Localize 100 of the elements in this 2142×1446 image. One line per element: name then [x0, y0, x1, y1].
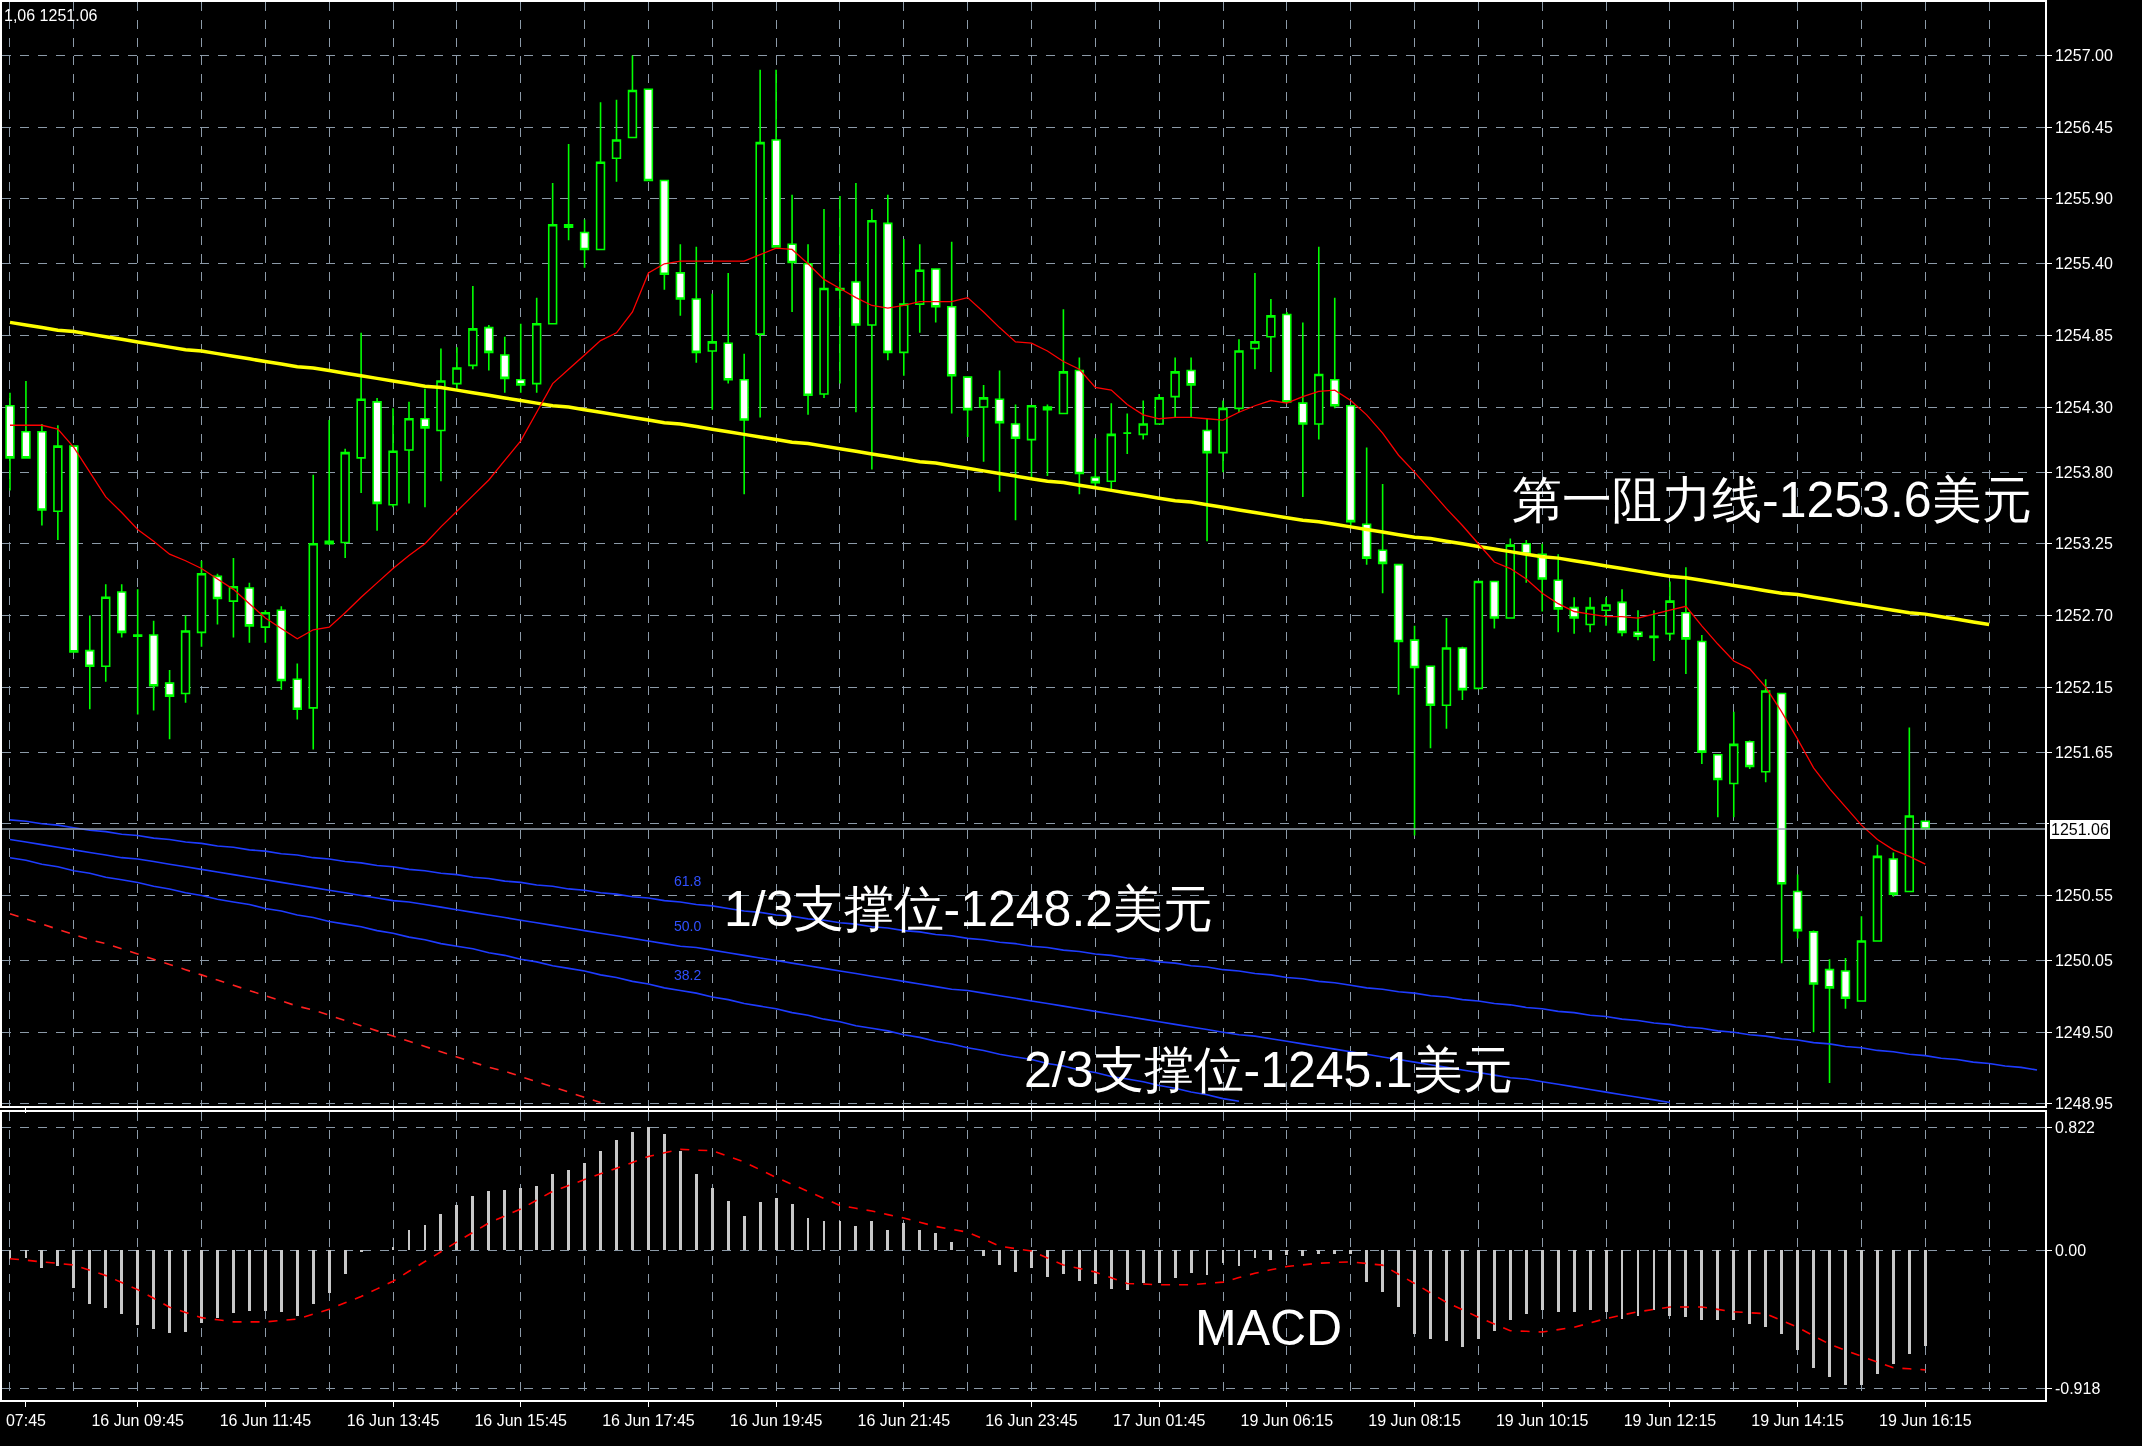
bar — [1062, 1250, 1065, 1275]
bar — [1908, 1250, 1911, 1355]
candlestick — [1010, 403, 1021, 522]
candlestick — [1473, 580, 1484, 690]
line-series — [9, 838, 1671, 1104]
bar — [1030, 1250, 1033, 1269]
bar — [9, 1250, 11, 1260]
candlestick — [1649, 609, 1659, 662]
candlestick — [1457, 645, 1468, 701]
bar — [1525, 1250, 1528, 1315]
candlestick — [1377, 483, 1388, 595]
ref-line-label: 1251.06 — [2051, 821, 2109, 838]
bar — [1397, 1250, 1400, 1308]
bar — [1110, 1250, 1113, 1290]
candlestick — [1425, 665, 1436, 750]
bar — [1668, 1250, 1671, 1317]
candlestick — [404, 401, 414, 505]
candlestick — [1106, 402, 1116, 492]
candlestick — [1569, 596, 1579, 635]
candlestick — [531, 296, 542, 394]
line-series — [9, 1148, 1927, 1371]
y-tick-label: 1252.15 — [2054, 678, 2113, 696]
bar — [1605, 1250, 1608, 1313]
bar — [296, 1250, 299, 1317]
x-tick-label: 16 Jun 11:45 — [219, 1411, 312, 1429]
x-tick-label: 16 Jun 13:45 — [346, 1411, 440, 1429]
bar — [1812, 1250, 1815, 1369]
candlestick — [117, 583, 127, 639]
candlestick — [21, 380, 31, 459]
candlestick — [1856, 915, 1867, 1002]
bar — [934, 1233, 937, 1251]
bar — [1876, 1250, 1879, 1375]
candlestick — [627, 54, 638, 139]
bar — [647, 1127, 650, 1251]
bar — [599, 1151, 602, 1251]
bar — [1828, 1250, 1831, 1378]
bar — [982, 1250, 985, 1257]
bar — [72, 1250, 75, 1289]
candlestick — [196, 559, 207, 648]
bar — [1557, 1250, 1560, 1313]
candlestick — [1585, 596, 1595, 634]
y-tick-label: 1254.30 — [2054, 398, 2113, 416]
annotation: 1,06 1251.06 — [4, 7, 98, 24]
x-tick-label: 16 Jun 09:45 — [91, 1411, 185, 1429]
bar — [631, 1132, 634, 1251]
bar — [1860, 1250, 1863, 1386]
candlestick — [1314, 246, 1324, 441]
y-tick-label: 1257.00 — [2054, 47, 2113, 64]
bar — [1844, 1250, 1847, 1386]
candlestick — [5, 391, 15, 492]
bar — [25, 1250, 27, 1259]
candlestick — [132, 588, 143, 716]
x-tick-label: 19 Jun 12:15 — [1623, 1411, 1717, 1429]
candlestick — [1042, 403, 1053, 477]
candlestick — [356, 332, 366, 494]
bar — [360, 1250, 363, 1253]
bar — [1413, 1250, 1416, 1335]
bar — [264, 1250, 267, 1312]
bar — [88, 1250, 91, 1305]
candlestick — [707, 292, 717, 411]
bar — [551, 1174, 554, 1251]
bar — [1892, 1250, 1895, 1365]
candlestick — [69, 445, 79, 653]
candlestick — [1840, 957, 1851, 1010]
candlestick — [803, 243, 813, 416]
candlestick — [1282, 311, 1292, 403]
candlestick — [308, 473, 318, 751]
candlestick — [1250, 272, 1260, 371]
bar — [1381, 1250, 1384, 1293]
candlestick — [643, 88, 654, 182]
x-tick-label: 16 Jun 15:45 — [474, 1411, 568, 1429]
candlestick — [723, 272, 733, 385]
bar — [1078, 1250, 1081, 1282]
annotation: MACD — [1195, 1300, 1343, 1356]
x-tick-label: 19 Jun 06:15 — [1240, 1411, 1334, 1429]
candlestick — [1633, 609, 1643, 641]
bar — [424, 1225, 426, 1251]
annotation: 38.2 — [674, 967, 702, 983]
candlestick — [516, 322, 526, 394]
bar — [535, 1186, 538, 1251]
bar — [519, 1188, 522, 1251]
bar — [998, 1250, 1001, 1266]
bar — [791, 1204, 794, 1251]
bar — [727, 1201, 730, 1251]
bar — [1748, 1250, 1751, 1325]
bar — [759, 1202, 762, 1251]
bar — [487, 1191, 490, 1251]
y-tick-label: 1252.70 — [2054, 607, 2113, 625]
bar — [408, 1230, 410, 1251]
bar — [1684, 1250, 1687, 1318]
candlestick — [484, 324, 494, 372]
candlestick — [1202, 417, 1212, 542]
candlestick — [1617, 588, 1627, 638]
bar — [1190, 1250, 1193, 1274]
candlestick — [755, 68, 765, 419]
bar — [1301, 1250, 1304, 1257]
bar — [807, 1218, 809, 1251]
candlestick — [931, 268, 941, 324]
candlestick — [340, 447, 350, 559]
candlestick — [452, 346, 462, 391]
